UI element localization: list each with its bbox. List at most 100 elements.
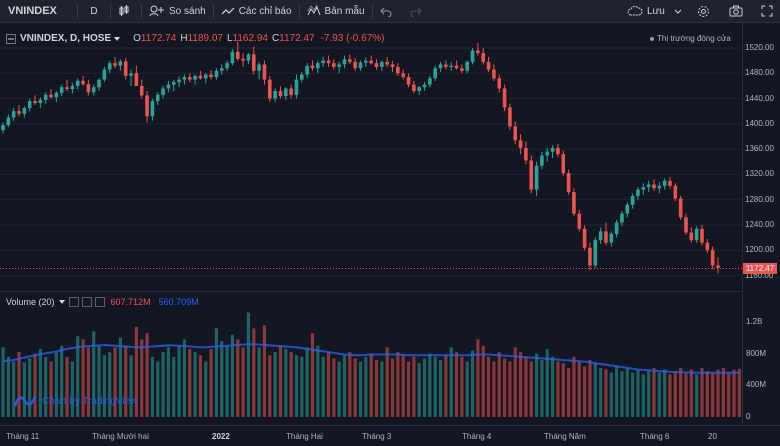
candle <box>620 211 624 227</box>
volume-bar <box>604 369 608 417</box>
candle-body <box>257 64 261 71</box>
close-icon[interactable] <box>94 297 105 307</box>
candle-body <box>278 90 283 97</box>
volume-bar <box>337 361 341 417</box>
candle-body <box>476 50 480 54</box>
candle <box>11 108 16 121</box>
candle <box>684 213 688 236</box>
caret-down-icon[interactable] <box>58 298 66 306</box>
candle <box>214 68 219 80</box>
interval-button[interactable]: D <box>78 0 110 22</box>
volume-bar <box>310 333 315 417</box>
volume-bar <box>695 374 699 417</box>
candle <box>225 60 229 71</box>
tradingview-watermark[interactable]: Chart by TradingView <box>14 394 137 408</box>
candle-body <box>353 61 357 69</box>
candle <box>102 66 107 83</box>
candle-body <box>390 64 395 67</box>
low-label: L <box>226 33 233 44</box>
compare-button[interactable]: So sánh <box>142 0 213 22</box>
candle <box>86 79 91 96</box>
volume-ma-line <box>2 343 740 374</box>
candle-body <box>385 61 389 65</box>
candle-body <box>566 173 571 193</box>
toolbar-divider <box>298 4 300 18</box>
candle <box>438 61 443 73</box>
candle <box>406 73 411 88</box>
volume-bar <box>17 352 21 417</box>
volume-bar <box>246 312 251 417</box>
settings-icon[interactable] <box>81 297 92 307</box>
fullscreen-button[interactable] <box>754 0 780 22</box>
visibility-icon[interactable] <box>68 297 79 307</box>
price-tick-label: 1440.00 <box>745 93 774 103</box>
candle-body <box>470 50 475 62</box>
indicators-button[interactable]: Các chỉ báo <box>214 0 299 22</box>
candle-body <box>86 84 91 93</box>
volume-bar <box>145 333 149 417</box>
status-dot-icon <box>650 36 654 41</box>
volume-ma-value: 560.709M <box>158 297 199 307</box>
volume-bar <box>150 356 155 417</box>
candle-body <box>502 88 507 108</box>
volume-title[interactable]: Volume (20) <box>6 297 55 307</box>
caret-down-icon[interactable] <box>113 35 121 43</box>
candle-body <box>155 94 160 102</box>
time-tick-label: Tháng 4 <box>462 432 492 441</box>
candle <box>54 90 59 102</box>
redo-button[interactable] <box>403 0 433 22</box>
candle-body <box>422 84 427 88</box>
legend-title[interactable]: VNINDEX, D, HOSE <box>20 33 112 44</box>
volume-bar <box>513 347 517 417</box>
candle <box>348 54 352 64</box>
candle <box>449 61 454 71</box>
settings-button[interactable] <box>690 0 721 22</box>
candle <box>337 61 341 74</box>
chart-type-button[interactable] <box>111 0 141 22</box>
volume-bar <box>65 356 69 417</box>
candle-body <box>486 61 491 70</box>
volume-bar <box>705 371 709 417</box>
save-button[interactable]: Lưu <box>620 0 694 22</box>
symbol-search-button[interactable]: VNINDEX <box>0 0 77 22</box>
candle-body <box>43 94 48 100</box>
candle <box>604 222 608 246</box>
volume-bar <box>369 353 373 417</box>
candle-body <box>6 117 11 126</box>
volume-bar <box>92 331 96 417</box>
candlesticks <box>1 41 720 274</box>
screenshot-button[interactable] <box>722 0 754 22</box>
candle <box>710 246 715 270</box>
candle-body <box>700 228 704 243</box>
candle-body <box>508 107 512 127</box>
volume-bar <box>1 347 5 417</box>
volume-bar <box>561 363 565 417</box>
candle <box>476 42 480 56</box>
volume-bar <box>679 367 683 417</box>
candle <box>166 80 171 93</box>
volume-bar <box>438 360 443 417</box>
candle-body <box>412 84 416 91</box>
candle <box>700 225 704 246</box>
candle <box>332 59 336 70</box>
candle-body <box>91 87 96 93</box>
volume-bar <box>230 334 235 417</box>
candle <box>593 237 598 268</box>
volume-bar <box>663 369 667 417</box>
volume-bar <box>214 328 219 417</box>
candle-body <box>134 73 139 86</box>
templates-button[interactable]: Bản mẫu <box>300 0 372 22</box>
collapse-icon[interactable] <box>6 33 16 44</box>
volume-bar <box>700 367 704 417</box>
change-value: -7.93 (-0.67%) <box>320 33 385 44</box>
volume-bar <box>353 358 357 417</box>
candle-body <box>588 247 592 266</box>
candle <box>364 57 368 67</box>
volume-bar <box>60 345 64 417</box>
candle <box>358 60 363 71</box>
candle <box>481 48 486 65</box>
undo-button[interactable] <box>373 0 403 22</box>
candle-body <box>145 95 149 117</box>
candle-body <box>161 88 165 95</box>
